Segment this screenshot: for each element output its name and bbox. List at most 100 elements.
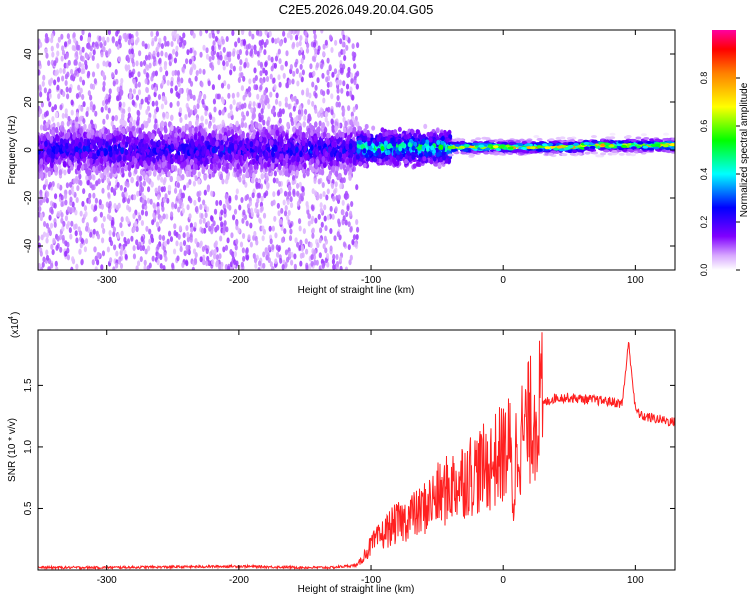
heatmap-cell	[304, 36, 309, 43]
heatmap-cell	[192, 168, 196, 176]
heatmap-cell	[122, 101, 126, 108]
heatmap-cell	[278, 169, 283, 176]
heatmap-cell	[215, 224, 220, 231]
heatmap-cell	[211, 116, 216, 123]
heatmap-cell	[132, 213, 136, 220]
heatmap-cell	[247, 86, 251, 93]
heatmap-cell	[211, 45, 215, 52]
heatmap-cell	[326, 120, 330, 127]
heatmap-cell	[331, 213, 335, 220]
heatmap-cell	[48, 230, 52, 237]
heatmap-cell	[144, 54, 149, 61]
heatmap-cell	[243, 153, 248, 160]
heatmap-cell	[150, 75, 154, 82]
heatmap-cell	[78, 173, 82, 180]
heatmap-cell	[65, 86, 69, 93]
heatmap-cell	[196, 191, 200, 198]
heatmap-cell	[169, 87, 174, 94]
heatmap-cell	[122, 155, 127, 162]
heatmap-cell	[180, 162, 185, 169]
heatmap-cell	[176, 255, 180, 262]
heatmap-cell	[262, 262, 266, 269]
heatmap-cell	[202, 129, 206, 136]
heatmap-cell	[151, 255, 155, 262]
heatmap-cell	[277, 145, 282, 152]
heatmap-cell	[178, 168, 183, 175]
heatmap-cell	[96, 62, 100, 69]
heatmap-cell	[282, 72, 286, 79]
heatmap-cell	[349, 226, 353, 233]
heatmap-cell	[310, 260, 314, 267]
heatmap-cell	[174, 85, 178, 92]
heatmap-cell	[181, 66, 185, 73]
heatmap-cell	[150, 138, 154, 146]
heatmap-cell	[107, 207, 112, 214]
heatmap-cell	[61, 75, 65, 82]
heatmap-cell	[122, 197, 126, 204]
heatmap-cell	[165, 70, 169, 77]
heatmap-cell	[160, 103, 164, 110]
heatmap-cell	[281, 263, 285, 270]
heatmap-cell	[180, 37, 184, 44]
heatmap-cell	[112, 188, 117, 195]
heatmap-cell	[44, 140, 48, 147]
heatmap-cell	[298, 72, 303, 79]
heatmap-cell	[227, 83, 231, 90]
heatmap-cell	[318, 237, 322, 244]
heatmap-cell	[135, 239, 139, 246]
heatmap-cell	[56, 84, 60, 91]
heatmap-cell	[75, 146, 79, 153]
heatmap-cell	[44, 178, 49, 185]
heatmap-cell	[135, 226, 139, 233]
heatmap-cell	[138, 104, 143, 111]
heatmap-cell	[81, 46, 85, 53]
heatmap-cell	[87, 198, 92, 205]
heatmap-cell	[279, 218, 283, 225]
heatmap-cell	[145, 72, 149, 79]
heatmap-cell	[220, 221, 224, 228]
heatmap-cell	[251, 114, 255, 121]
heatmap-cell	[74, 223, 78, 230]
heatmap-cell	[314, 84, 318, 91]
heatmap-cell	[108, 151, 113, 158]
heatmap-cell	[108, 200, 112, 207]
heatmap-cell	[126, 181, 130, 188]
heatmap-cell	[130, 48, 134, 55]
heatmap-cell	[56, 42, 60, 49]
heatmap-cell	[106, 177, 110, 184]
heatmap-cell	[301, 132, 306, 139]
heatmap-cell	[86, 139, 91, 146]
heatmap-cell	[81, 79, 86, 86]
heatmap-cell	[261, 225, 265, 232]
heatmap-cell	[217, 39, 221, 46]
heatmap-cell	[331, 71, 335, 78]
heatmap-cell	[124, 253, 128, 260]
heatmap-cell	[160, 120, 165, 127]
heatmap-cell	[234, 132, 238, 140]
heatmap-cell	[167, 54, 171, 61]
heatmap-cell	[326, 214, 331, 221]
heatmap-cell	[116, 167, 120, 174]
heatmap-cell	[304, 248, 309, 255]
heatmap-cell	[248, 78, 252, 85]
heatmap-cell	[330, 47, 334, 54]
heatmap-cell	[260, 205, 264, 212]
heatmap-cell	[91, 71, 96, 78]
heatmap-cell	[267, 54, 271, 61]
heatmap-cell	[316, 131, 321, 138]
heatmap-cell	[355, 83, 359, 90]
heatmap-cell	[72, 133, 76, 140]
heatmap-cell	[185, 225, 189, 232]
heatmap-cell	[347, 105, 351, 112]
heatmap-cell	[67, 38, 72, 45]
heatmap-cell	[257, 60, 261, 67]
heatmap-cell	[333, 189, 337, 196]
heatmap-cell	[92, 192, 96, 199]
heatmap-cell	[301, 89, 305, 96]
heatmap-cell	[210, 190, 214, 197]
heatmap-cell	[190, 226, 194, 233]
heatmap-cell	[213, 248, 217, 255]
heatmap-cell	[78, 104, 82, 111]
heatmap-cell	[57, 36, 61, 43]
heatmap-cell	[208, 225, 212, 232]
